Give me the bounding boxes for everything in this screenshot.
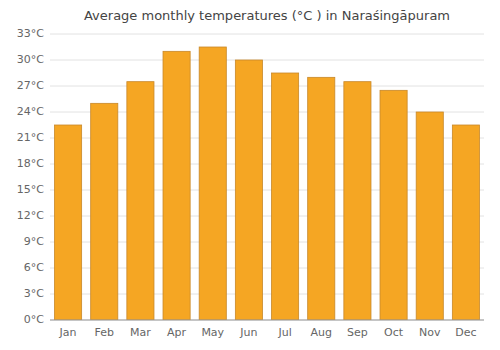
x-tick-label: Aug [311, 326, 332, 339]
x-tick-label: Jan [59, 326, 77, 339]
bar [235, 60, 262, 320]
bars [55, 47, 480, 320]
grid-line [50, 320, 484, 321]
x-tick-label: May [201, 326, 224, 339]
y-tick-label: 24°C [17, 105, 44, 118]
y-tick-label: 21°C [17, 131, 44, 144]
bar [380, 90, 407, 320]
bar [127, 82, 154, 320]
grid-line [50, 34, 484, 35]
chart-container: 0°C 3°C 6°C 9°C 12°C 15°C 18°C 21°C 24°C 27°C 30°C… [0, 0, 500, 350]
bar [163, 51, 190, 320]
grid-line [50, 86, 484, 87]
x-tick-label: Mar [130, 326, 151, 339]
x-axis-line [50, 320, 484, 321]
x-tick-label: Dec [455, 326, 476, 339]
y-tick-label: 30°C [17, 53, 44, 66]
x-tick-label: Oct [384, 326, 404, 339]
grid [50, 34, 484, 320]
y-tick-label: 6°C [24, 261, 44, 274]
y-tick-label: 18°C [17, 157, 44, 170]
y-tick-label: 12°C [17, 209, 44, 222]
y-tick-label: 15°C [17, 183, 44, 196]
chart-svg: 0°C 3°C 6°C 9°C 12°C 15°C 18°C 21°C 24°C 27°C 30°C… [0, 0, 500, 350]
y-tick-label: 0°C [24, 313, 44, 326]
grid-line [50, 60, 484, 61]
bar [55, 125, 82, 320]
x-tick-label: Apr [167, 326, 187, 339]
bar [344, 82, 371, 320]
y-tick-label: 9°C [24, 235, 44, 248]
title: Average monthly temperatures (°C ) in Na… [84, 8, 450, 23]
bar [199, 47, 226, 320]
y-axis: 0°C 3°C 6°C 9°C 12°C 15°C 18°C 21°C 24°C 27°C 30°C… [17, 27, 44, 326]
y-tick-label: 3°C [24, 287, 44, 300]
bar [91, 103, 118, 320]
x-tick-label: Jun [239, 326, 257, 339]
bar [452, 125, 479, 320]
bar [308, 77, 335, 320]
x-tick-label: Feb [95, 326, 114, 339]
y-tick-label: 27°C [17, 79, 44, 92]
page: {"chart_data": {"type": "bar", "title": … [0, 0, 500, 350]
x-tick-label: Nov [419, 326, 441, 339]
x-tick-label: Jul [277, 326, 291, 339]
bar [416, 112, 443, 320]
bar [272, 73, 299, 320]
x-axis: Jan Feb Mar Apr May Jun Jul Aug Sep Oct Nov Dec [50, 320, 484, 339]
x-tick-label: Sep [347, 326, 368, 339]
y-tick-label: 33°C [17, 27, 44, 40]
